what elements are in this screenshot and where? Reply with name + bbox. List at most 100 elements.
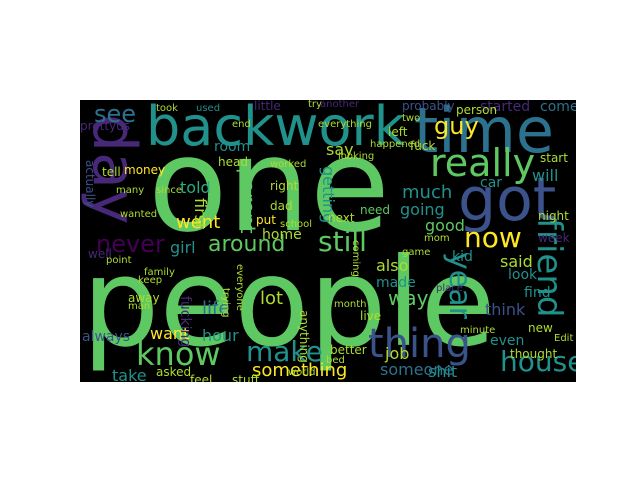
word-know: know [136, 335, 221, 373]
word-backwork: backwork [146, 100, 406, 158]
word-even: even [490, 333, 525, 349]
word-really: really [430, 141, 536, 185]
word-left: left [388, 125, 408, 139]
word-next: next [328, 211, 355, 225]
word-someone: someone [380, 360, 454, 379]
word-worked: worked [270, 159, 307, 170]
word-tell: tell [102, 165, 121, 179]
word-fucking: fucking [177, 296, 193, 348]
word-probably: probably [402, 100, 455, 113]
word-coming: coming [350, 240, 361, 277]
word-wanted: wanted [120, 209, 158, 220]
word-happened: happened [370, 139, 421, 150]
word-never: never [96, 230, 165, 258]
word-dad: dad [270, 199, 293, 213]
word-got: got [458, 165, 557, 235]
word-mom: mom [424, 233, 450, 244]
word-getting: getting [319, 166, 338, 224]
word-car: car [480, 175, 503, 191]
word-people: people [82, 232, 496, 374]
word-two: two [402, 113, 421, 124]
word-kid: kid [452, 249, 473, 265]
word-think: think [485, 300, 526, 319]
word-stuff: stuff [232, 373, 259, 382]
word-life: life [202, 298, 230, 319]
word-person: person [456, 103, 498, 117]
word-made: made [376, 275, 416, 291]
word-say: say [326, 140, 354, 159]
word-thought: thought [510, 347, 558, 361]
word-everyone: everyone [234, 264, 245, 311]
word-anything: anything [297, 310, 311, 363]
word-way: way [388, 286, 429, 310]
word-something: something [252, 360, 348, 381]
word-prettyus: prettyus [80, 119, 131, 133]
word-well: well [88, 247, 112, 261]
word-house: house [500, 345, 576, 378]
word-looking: looking [338, 151, 375, 162]
word-edit: Edit [554, 333, 574, 344]
word-everything: everything [318, 119, 372, 130]
word-used: used [196, 103, 221, 114]
word-come: come [540, 100, 576, 115]
word-actually: actually [83, 160, 97, 208]
word-night: night [538, 209, 569, 223]
word-around: around [208, 232, 286, 257]
word-always: always [82, 329, 131, 345]
word-asked: asked [156, 365, 192, 379]
word-home: home [262, 227, 302, 243]
word-still: still [318, 225, 367, 258]
word-guy: guy [434, 112, 479, 140]
word-look: look [508, 267, 538, 283]
word-need: need [360, 203, 390, 217]
word-going: going [400, 200, 445, 219]
word-room: room [214, 139, 251, 155]
word-want: want [150, 324, 190, 343]
word-head: head [218, 155, 248, 169]
word-world: world [288, 367, 316, 378]
word-job: job [385, 344, 410, 363]
word-day: day [80, 114, 149, 225]
word-cloud-panel: people one backwork time got day know thing real… [80, 100, 576, 382]
word-live: live [360, 309, 382, 323]
word-see: see [94, 100, 137, 128]
word-went: went [176, 212, 221, 233]
word-parent: parent [236, 168, 260, 234]
word-little: little [254, 100, 281, 113]
word-point: point [106, 255, 132, 266]
word-start: start [540, 151, 568, 165]
word-right: right [270, 179, 299, 193]
word-game: game [402, 247, 431, 258]
word-school: school [280, 219, 313, 230]
word-put: put [256, 213, 276, 227]
word-girl: girl [170, 238, 196, 257]
word-time: time [414, 100, 555, 167]
word-away: away [128, 291, 160, 305]
word-end: end [232, 119, 251, 130]
word-now: now [464, 221, 522, 254]
word-place: place [436, 283, 463, 294]
word-lot: lot [260, 288, 284, 309]
word-bed: bed [326, 355, 345, 366]
word-week: week [538, 231, 570, 245]
word-hour: hour [202, 326, 239, 345]
word-started: started [480, 100, 531, 115]
word-family: family [144, 267, 175, 278]
word-minute: minute [460, 325, 496, 336]
word-keep: keep [138, 275, 163, 286]
word-take: take [112, 366, 147, 383]
word-took: took [156, 103, 178, 114]
word-fuck: fuck [410, 139, 436, 153]
word-make: make [246, 335, 323, 368]
word-trying: trying [220, 288, 231, 318]
word-month: month [334, 299, 367, 310]
word-many: many [116, 185, 145, 196]
word-since: since [156, 185, 182, 196]
word-find: find [524, 285, 551, 301]
word-first: first [191, 198, 210, 230]
word-also: also [376, 256, 409, 275]
word-try: try [308, 100, 322, 110]
word-year: year [442, 252, 477, 319]
word-good: good [425, 216, 465, 235]
word-another: another [320, 100, 360, 110]
